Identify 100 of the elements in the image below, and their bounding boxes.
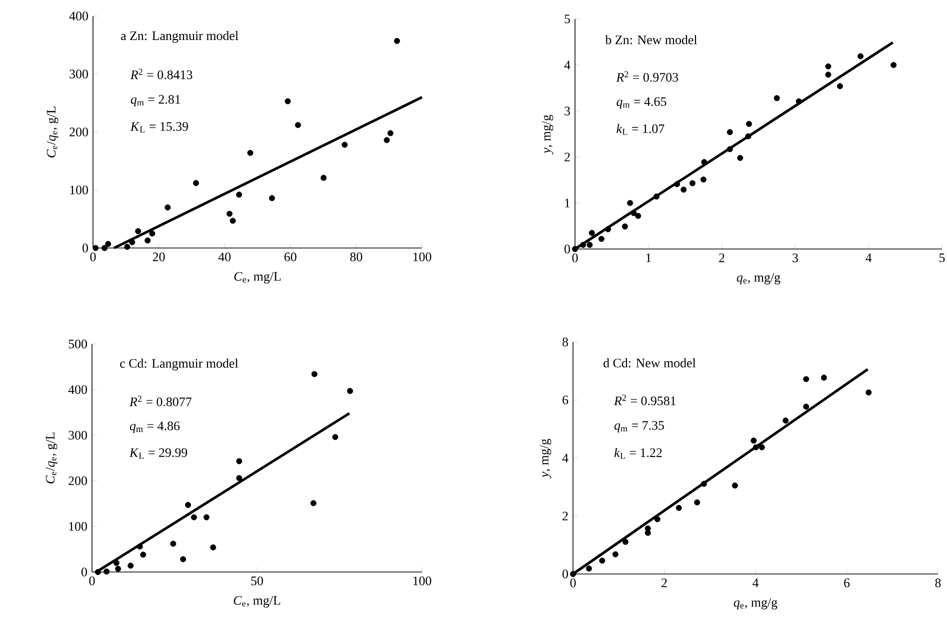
point [820,374,827,381]
point [627,200,634,206]
y-tick-label: 2 [564,152,570,162]
x-axis-title: C$_{e}$, mg/L [234,596,280,608]
point [124,244,130,250]
point [622,223,628,230]
point [102,244,108,251]
point [268,195,275,202]
point [803,376,810,382]
annotation: q$_{m}$ = 7.35 [614,421,664,432]
point [104,568,110,575]
x-tick-label: 2 [719,254,724,262]
y-tick-label: 4 [564,60,570,70]
point [676,504,682,511]
y-tick-label: 400 [68,385,87,394]
point [140,552,146,558]
y-axis-title: y, mg/g [542,114,554,154]
point [700,176,706,183]
x-tick-label: 100 [413,252,432,262]
y-tick-label: 5 [564,14,570,24]
y-tick-label: 300 [68,430,87,440]
x-tick-label: 0 [570,578,576,588]
point [605,226,612,232]
annotation: k$_{L}$ = 1.07 [616,124,664,135]
point [635,212,642,219]
point [347,388,354,394]
y-tick-label: 0 [562,570,568,578]
point [332,434,338,440]
y-tick-label: 400 [69,12,88,20]
point [750,438,757,444]
point [247,150,254,156]
x-tick-label: 100 [413,576,432,586]
annotation: R$^{2}$ = 0.9703 [616,71,678,82]
point [836,83,843,90]
point [758,444,765,450]
x-axis-title: q$_{e}$, mg/g [736,273,780,284]
x-tick-label: 50 [251,576,263,586]
x-tick-label: 0 [572,254,578,262]
point [236,192,242,198]
point [210,544,216,550]
point [700,480,707,487]
y-tick-label: 0 [82,568,87,576]
x-tick-label: 0 [90,252,96,262]
x-tick-label: 8 [935,578,941,588]
point [94,569,101,575]
point [782,418,789,424]
y-tick-label: 8 [562,338,568,346]
x-tick-label: 1 [646,254,651,262]
point [236,475,242,482]
annotation: q$_{m}$ = 2.81 [130,94,180,106]
y-axis-title: C$_{e}$/q$_{e}$, g/L [46,432,58,484]
point [180,556,186,562]
point [128,562,134,569]
annotation: R$^{2}$ = 0.8077 [129,396,192,406]
x-tick-label: 6 [844,578,850,588]
x-tick-label: 5 [940,254,945,262]
x-axis-title: q$_{e}$, mg/g [734,598,778,610]
y-tick-label: 200 [68,476,87,486]
y-tick-label: 6 [562,396,568,404]
point [586,565,592,572]
point [654,516,660,522]
point [737,154,744,161]
point [825,63,832,70]
point [284,98,291,104]
point [599,558,606,564]
text: b Zn: New model [605,35,698,44]
point [394,38,400,44]
point [149,230,156,236]
point [746,120,752,127]
point [144,237,151,244]
annotation: q$_{m}$ = 4.65 [616,97,666,109]
y-tick-label: 100 [69,522,87,531]
point [294,122,301,128]
point [236,458,242,464]
point [752,444,759,450]
point [113,560,120,566]
y-axis-title: C$_{e}$/q$_{e}$, g/L [46,106,58,158]
y-tick-label: 0 [82,244,88,252]
text: d Cd: New model [604,358,696,368]
x-tick-label: 0 [89,576,95,586]
point [320,174,327,181]
y-tick-label: 0 [564,244,570,254]
annotation: R$^{2}$ = 0.9581 [614,394,676,406]
text: a Zn: Langmuir model [121,30,238,43]
y-tick-label: 3 [564,106,570,116]
y-tick-label: 100 [70,186,88,194]
point [226,210,233,217]
point [745,133,752,140]
annotation: R$^{2}$ = 0.8413 [130,68,192,80]
point [92,244,99,251]
point [115,566,122,572]
point [674,181,680,188]
point [311,371,318,378]
point [598,236,604,242]
point [796,98,802,104]
text: c Cd: Langmuir model [120,358,238,370]
point [170,540,176,547]
y-tick-label: 200 [70,128,88,136]
y-tick-label: 300 [70,70,88,78]
point [644,525,651,532]
